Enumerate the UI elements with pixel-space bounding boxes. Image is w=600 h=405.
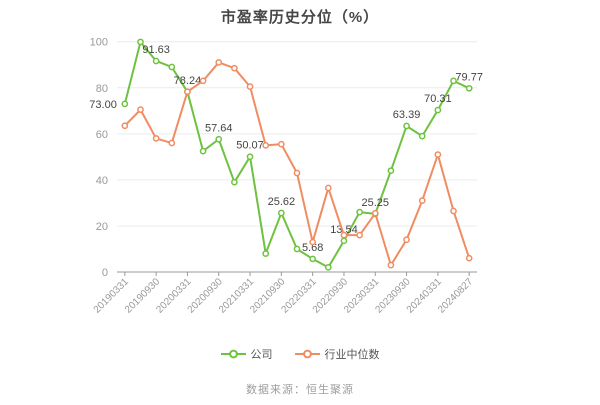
industry-data-point [387,261,395,269]
y-axis-tick-label: 0 [102,267,108,279]
data-point-value-label: 50.07 [236,140,264,152]
company-data-point [277,209,285,217]
industry-data-point [340,231,348,239]
company-data-point [137,38,144,46]
legend-label-industry-median: 行业中位数 [324,349,380,361]
data-point-value-label: 73.00 [89,99,117,111]
legend-item-industry-median[interactable]: 行业中位数 [294,346,380,362]
line-circle-marker-icon [294,349,320,359]
company-data-point [450,77,457,85]
industry-data-point [434,151,442,158]
company-data-point [215,135,223,143]
industry-data-point [371,209,379,217]
industry-data-point [277,140,285,148]
industry-data-point [262,141,270,149]
industry-data-point [324,184,332,192]
y-axis-tick-label: 80 [96,83,108,95]
industry-data-point [199,77,207,85]
y-axis-tick-label: 100 [90,37,108,49]
company-data-point [340,237,348,245]
company-data-point [309,255,317,263]
data-source-note: 数据来源：恒生聚源 [246,384,354,396]
data-point-value-label: 57.64 [205,122,233,134]
line-circle-marker-icon [220,349,246,359]
data-point-value-label: 91.63 [142,44,170,56]
company-data-point [121,100,129,108]
data-point-value-label: 13.54 [330,224,358,236]
industry-data-point [403,236,410,244]
company-data-point [434,106,442,114]
industry-data-point [418,197,426,204]
industry-data-point [231,64,238,72]
x-axis-tick-label: 20240827 [436,276,476,316]
legend-label-company: 公司 [250,349,273,361]
data-point-value-label: 79.77 [455,71,483,83]
industry-data-point [184,88,191,96]
industry-data-point [137,106,144,113]
data-point-value-label: 5.68 [302,242,323,254]
y-axis-tick-label: 60 [96,129,108,141]
company-data-point [465,84,473,92]
data-point-value-label: 25.62 [268,196,296,208]
industry-data-point [309,238,317,246]
industry-data-point [121,122,129,130]
company-data-point [152,57,160,65]
company-data-point [293,245,301,253]
company-data-point [262,250,270,257]
industry-data-point [293,169,301,177]
industry-series-line [123,61,471,267]
company-data-point [168,63,176,71]
industry-data-point [246,83,254,90]
data-point-value-label: 78.24 [174,75,202,87]
company-data-point [199,147,207,155]
legend-item-company[interactable]: 公司 [220,346,273,362]
chart-canvas: 0204060801002019033120190930202003312020… [89,37,483,316]
chart-legend: 公司 行业中位数 [0,346,600,362]
company-data-point [231,178,238,186]
company-data-point [324,264,332,271]
company-data-point [418,132,426,140]
company-data-point [387,167,395,175]
chart-title: 市盈率历史分位（%） [220,9,380,26]
data-point-value-label: 25.25 [361,197,389,209]
industry-data-point [152,135,160,142]
industry-data-point [465,254,473,262]
y-axis-tick-label: 20 [96,221,108,233]
data-point-value-label: 63.39 [393,109,421,121]
y-axis-tick-label: 40 [96,175,108,187]
company-data-point [246,153,254,161]
data-point-value-label: 70.31 [424,93,452,105]
industry-data-point [215,59,223,66]
company-data-point [356,208,363,216]
industry-data-point [356,231,363,239]
company-data-point [403,122,410,130]
industry-data-point [168,139,176,147]
industry-data-point [450,207,457,215]
